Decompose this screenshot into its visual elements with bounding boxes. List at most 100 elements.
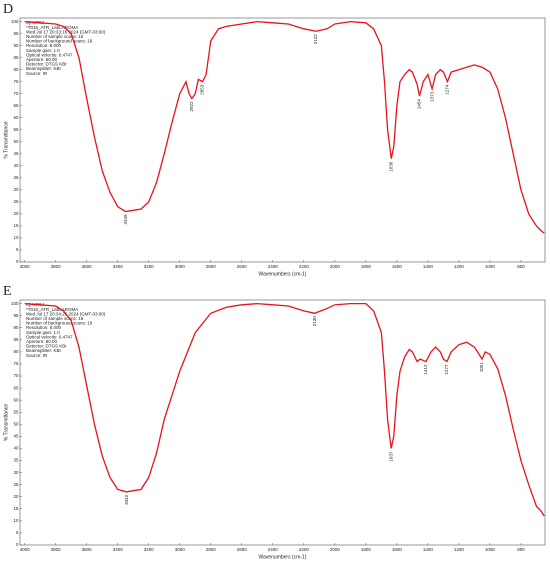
plot-frame: [19, 299, 546, 546]
y-axis-title: % Transmittance: [3, 404, 9, 441]
panel-title: E: [3, 284, 12, 299]
x-tick-label: 1200: [454, 264, 465, 269]
x-tick-label: 1400: [423, 264, 434, 269]
y-tick-label: 50: [13, 139, 19, 144]
info-line: Sample gain: 1.0: [26, 330, 60, 335]
info-line: Number of sample scans: 16: [26, 316, 84, 321]
info-line: Source: IR: [26, 71, 48, 76]
peak-label: 3349: [123, 214, 128, 225]
y-tick-label: 30: [13, 187, 19, 192]
y-tick-label: 0: [16, 259, 19, 264]
peak-label: 1636: [388, 161, 393, 172]
info-line: *T016_ATR_LabLAROMA: [26, 25, 78, 30]
x-tick-label: 3600: [82, 264, 93, 269]
y-axis-title: % Transmittance: [3, 121, 9, 158]
plot-frame: [19, 17, 546, 263]
peak-label: 1274: [445, 84, 450, 95]
peak-label: 2853: [200, 84, 205, 95]
x-tick-label: 3400: [113, 547, 124, 552]
peak-label: 2122: [313, 34, 318, 45]
x-axis-title: Wavenumbers (cm-1): [259, 554, 307, 560]
y-tick-label: 80: [13, 349, 19, 354]
x-tick-label: 3800: [51, 264, 62, 269]
x-tick-label: 3200: [144, 547, 155, 552]
spectrum-line: [24, 20, 545, 234]
y-tick-label: 90: [13, 43, 19, 48]
x-tick-label: 2600: [237, 547, 248, 552]
y-tick-label: 65: [13, 103, 19, 108]
x-tick-label: 3000: [175, 264, 186, 269]
x-tick-label: 2000: [330, 264, 341, 269]
x-tick-label: 1000: [485, 264, 496, 269]
x-axis-title: Wavenumbers (cm-1): [259, 271, 307, 277]
x-tick-label: 1800: [361, 264, 372, 269]
y-tick-label: 80: [13, 67, 19, 72]
info-line: Aperture: 60.00: [26, 57, 58, 62]
y-tick-label: 100: [11, 19, 19, 24]
y-tick-label: 70: [13, 91, 19, 96]
y-tick-label: 95: [13, 313, 19, 318]
x-tick-label: 2800: [206, 264, 217, 269]
panel: E 0 5 10 15 20 25 30 35 40 45 50 55 60 65 70 75 80 85 90 95 1…: [3, 284, 546, 560]
x-tick-label: 800: [517, 264, 525, 269]
y-tick-label: 100: [11, 301, 19, 306]
info-line: Beamsplitter: KBr: [26, 66, 62, 71]
y-tick-label: 35: [13, 458, 19, 463]
panel-title: D: [3, 2, 13, 17]
x-tick-label: 2000: [330, 547, 341, 552]
x-tick-label: 3400: [113, 264, 124, 269]
panel: D 0 5 10 15 20 25 30 35 40 45 50 55 60 65 70 75 80 85 90 95 1…: [3, 2, 546, 277]
peak-label: 2922: [189, 101, 194, 112]
y-tick-label: 50: [13, 421, 19, 426]
y-tick-label: 25: [13, 482, 19, 487]
y-tick-label: 40: [13, 163, 19, 168]
info-line: Sample gain: 1.0: [26, 48, 60, 53]
y-tick-label: 75: [13, 79, 19, 84]
peak-label: 1454: [417, 99, 422, 110]
y-tick-label: 45: [13, 151, 19, 156]
x-tick-label: 2400: [268, 547, 279, 552]
y-tick-label: 40: [13, 446, 19, 451]
y-tick-label: 5: [16, 247, 19, 252]
x-tick-label: 800: [517, 547, 525, 552]
y-tick-label: 65: [13, 385, 19, 390]
y-tick-label: 5: [16, 530, 19, 535]
x-tick-label: 4000: [20, 547, 31, 552]
info-line: Optical velocity: 0.4747: [26, 52, 73, 57]
info-line: *T015_ATR_LabLAROMA: [26, 307, 78, 312]
y-tick-label: 70: [13, 373, 19, 378]
peak-label: 1412: [423, 364, 428, 375]
x-tick-label: 1400: [423, 547, 434, 552]
y-tick-label: 95: [13, 31, 19, 36]
spectrum-line: [24, 302, 545, 517]
y-tick-label: 45: [13, 434, 19, 439]
peak-label: 1637: [388, 451, 393, 462]
x-tick-label: 2200: [299, 547, 310, 552]
peak-label: 1373: [429, 91, 434, 102]
peak-label: 2130: [312, 316, 317, 327]
x-tick-label: 3600: [82, 547, 93, 552]
y-tick-label: 55: [13, 127, 19, 132]
info-line: Detector: DTGS KBr: [26, 62, 67, 67]
y-tick-label: 35: [13, 175, 19, 180]
x-tick-label: 2400: [268, 264, 279, 269]
info-line: Beamsplitter: KBr: [26, 348, 62, 353]
x-tick-label: 1000: [485, 547, 496, 552]
y-tick-label: 90: [13, 325, 19, 330]
y-tick-label: 0: [16, 542, 19, 547]
x-tick-label: 2200: [299, 264, 310, 269]
x-tick-label: 4000: [20, 264, 31, 269]
y-tick-label: 75: [13, 361, 19, 366]
x-tick-label: 3000: [175, 547, 186, 552]
y-tick-label: 30: [13, 470, 19, 475]
y-tick-label: 10: [13, 235, 19, 240]
info-line: Optical velocity: 0.4747: [26, 334, 73, 339]
peak-label: 3342: [124, 494, 129, 505]
y-tick-label: 60: [13, 397, 19, 402]
info-line: Detector: DTGS KBr: [26, 344, 67, 349]
y-tick-label: 20: [13, 494, 19, 499]
y-tick-label: 60: [13, 115, 19, 120]
info-line: Wed Jul 17 20:33:16 2024 (GMT-03:00): [26, 29, 106, 34]
x-tick-label: 2800: [206, 547, 217, 552]
